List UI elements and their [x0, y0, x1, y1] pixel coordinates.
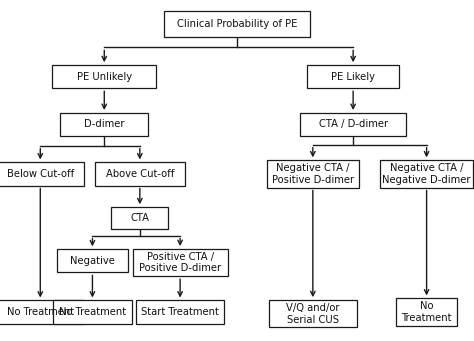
FancyBboxPatch shape: [52, 65, 156, 88]
Text: PE Unlikely: PE Unlikely: [77, 72, 132, 82]
FancyBboxPatch shape: [380, 160, 473, 188]
FancyBboxPatch shape: [396, 298, 457, 326]
Text: CTA / D-dimer: CTA / D-dimer: [319, 119, 388, 130]
Text: Start Treatment: Start Treatment: [141, 307, 219, 317]
FancyBboxPatch shape: [0, 300, 84, 324]
FancyBboxPatch shape: [136, 300, 224, 324]
Text: Above Cut-off: Above Cut-off: [106, 169, 174, 179]
Text: No
Treatment: No Treatment: [401, 301, 452, 323]
FancyBboxPatch shape: [61, 113, 148, 136]
FancyBboxPatch shape: [164, 11, 310, 36]
FancyBboxPatch shape: [300, 113, 406, 136]
FancyBboxPatch shape: [133, 249, 228, 276]
FancyBboxPatch shape: [269, 300, 356, 327]
FancyBboxPatch shape: [53, 300, 132, 324]
Text: Positive CTA /
Positive D-dimer: Positive CTA / Positive D-dimer: [139, 252, 221, 273]
FancyBboxPatch shape: [111, 207, 168, 229]
Text: Negative CTA /
Positive D-dimer: Negative CTA / Positive D-dimer: [272, 163, 354, 185]
Text: Negative CTA /
Negative D-dimer: Negative CTA / Negative D-dimer: [383, 163, 471, 185]
Text: Clinical Probability of PE: Clinical Probability of PE: [177, 19, 297, 29]
Text: No Treatment: No Treatment: [59, 307, 126, 317]
Text: PE Likely: PE Likely: [331, 72, 375, 82]
FancyBboxPatch shape: [0, 162, 84, 186]
FancyBboxPatch shape: [307, 65, 399, 88]
Text: CTA: CTA: [130, 213, 149, 223]
FancyBboxPatch shape: [57, 249, 128, 272]
Text: V/Q and/or
Serial CUS: V/Q and/or Serial CUS: [286, 303, 339, 325]
FancyBboxPatch shape: [266, 160, 359, 188]
FancyBboxPatch shape: [95, 162, 185, 186]
Text: Negative: Negative: [70, 256, 115, 266]
Text: No Treatment: No Treatment: [7, 307, 74, 317]
Text: D-dimer: D-dimer: [84, 119, 125, 130]
Text: Below Cut-off: Below Cut-off: [7, 169, 74, 179]
